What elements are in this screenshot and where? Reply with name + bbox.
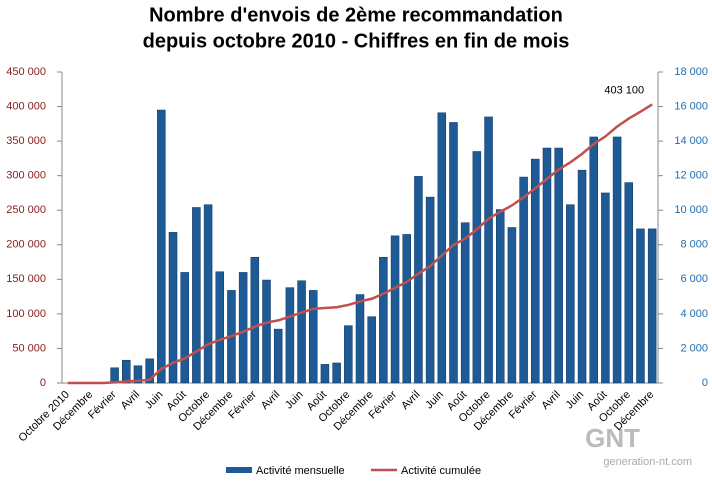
y-tick-label: 200 000 xyxy=(6,239,46,251)
bar xyxy=(437,112,447,384)
y2-tick-label: 6 000 xyxy=(680,273,708,285)
y-tick-label: 0 xyxy=(40,377,46,389)
y-tick-label: 450 000 xyxy=(6,66,46,78)
watermark: GNT xyxy=(585,423,640,453)
bar xyxy=(636,228,645,384)
y-tick-label: 250 000 xyxy=(6,204,46,216)
bar xyxy=(507,227,517,384)
bar xyxy=(402,234,411,384)
bar xyxy=(589,136,598,384)
bar xyxy=(355,294,365,384)
bar xyxy=(390,235,400,384)
bar xyxy=(425,196,435,384)
x-tick-label: Avril xyxy=(399,389,422,412)
y2-tick-label: 12 000 xyxy=(674,170,708,182)
bar xyxy=(344,325,353,384)
bar xyxy=(472,151,482,384)
bar xyxy=(554,147,563,384)
bar xyxy=(320,364,330,384)
x-tick-label: Avril xyxy=(119,389,142,412)
line xyxy=(67,103,653,385)
bar xyxy=(577,169,587,384)
y2-tick-label: 18 000 xyxy=(674,66,708,78)
x-tick-label: Avril xyxy=(259,389,282,412)
y-tick-label: 100 000 xyxy=(6,308,46,320)
y2-tick-label: 2 000 xyxy=(680,342,708,354)
bar xyxy=(133,365,143,384)
x-tick-label: Juin xyxy=(143,389,166,412)
y2-tick-label: 14 000 xyxy=(674,135,708,147)
bar xyxy=(566,204,575,384)
x-tick-label: Juin xyxy=(423,389,446,412)
bar xyxy=(601,192,610,384)
bar xyxy=(542,147,552,384)
y-tick-label: 400 000 xyxy=(6,100,46,112)
bar xyxy=(145,358,154,384)
bar xyxy=(519,176,528,384)
legend-label: Activité mensuelle xyxy=(256,465,345,477)
bar xyxy=(624,182,634,384)
bar xyxy=(262,279,271,384)
bar xyxy=(612,136,622,384)
bar xyxy=(297,280,306,384)
bar xyxy=(168,232,178,384)
chart-title: depuis octobre 2010 - Chiffres en fin de… xyxy=(143,30,570,52)
bar xyxy=(449,122,458,384)
x-tick-label: Juin xyxy=(283,389,306,412)
y2-tick-label: 16 000 xyxy=(674,100,708,112)
bar xyxy=(414,176,423,384)
bar xyxy=(367,316,376,384)
bar xyxy=(285,287,295,384)
bar xyxy=(332,362,341,384)
bar xyxy=(192,207,201,384)
bar xyxy=(647,228,657,384)
bar xyxy=(495,209,505,384)
y-tick-label: 300 000 xyxy=(6,170,46,182)
bar xyxy=(122,359,131,384)
bar xyxy=(215,271,225,384)
bar xyxy=(157,109,166,384)
bar xyxy=(238,272,248,384)
bar xyxy=(180,272,189,384)
bar xyxy=(379,256,388,384)
watermark: generation-nt.com xyxy=(603,456,692,468)
bar xyxy=(531,158,540,384)
y-tick-label: 350 000 xyxy=(6,135,46,147)
y2-tick-label: 8 000 xyxy=(680,239,708,251)
bar xyxy=(250,256,260,384)
bar xyxy=(110,367,119,384)
y-tick-label: 50 000 xyxy=(12,342,46,354)
y2-tick-label: 10 000 xyxy=(674,204,708,216)
bar xyxy=(460,222,470,384)
chart-title: Nombre d'envois de 2ème recommandation xyxy=(149,4,563,26)
bar xyxy=(309,290,318,384)
bar xyxy=(273,328,283,384)
y2-tick-label: 4 000 xyxy=(680,308,708,320)
bar xyxy=(484,116,493,384)
y2-tick-label: 0 xyxy=(702,377,708,389)
legend-label: Activité cumulée xyxy=(401,465,481,477)
x-tick-label: Juin xyxy=(563,389,586,412)
legend-swatch xyxy=(226,467,252,473)
x-tick-label: Avril xyxy=(539,389,562,412)
bar xyxy=(203,204,213,384)
data-label: 403 100 xyxy=(604,84,644,96)
y-tick-label: 150 000 xyxy=(6,273,46,285)
